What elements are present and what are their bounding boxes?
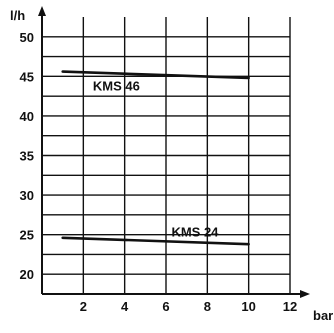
x-tick-label-4: 4 [121, 299, 129, 314]
axes [38, 6, 310, 298]
y-tick-label-45: 45 [20, 69, 34, 84]
y-tick-label-30: 30 [20, 188, 34, 203]
y-tick-label-40: 40 [20, 109, 34, 124]
y-tick-label-35: 35 [20, 149, 34, 164]
x-axis-label: bar [313, 308, 333, 323]
grid [42, 17, 291, 294]
y-tick-label-50: 50 [20, 30, 34, 45]
x-tick-label-8: 8 [204, 299, 211, 314]
series-line-kms-24 [61, 236, 250, 246]
y-axis-label: l/h [10, 8, 25, 23]
x-tick-label-10: 10 [241, 299, 255, 314]
labels-group: 2 4 6 8 10 12 20 25 30 35 40 45 50 l/h bar KMS 46 KMS 24 [10, 8, 333, 323]
y-axis-arrow [38, 6, 46, 16]
y-tick-label-25: 25 [20, 228, 34, 243]
x-tick-label-12: 12 [283, 299, 297, 314]
series-label-kms-46: KMS 46 [93, 78, 140, 93]
x-axis-arrow [300, 290, 310, 298]
series-line-kms-46 [61, 70, 250, 80]
series-group [61, 70, 250, 246]
x-tick-label-6: 6 [162, 299, 169, 314]
y-tick-label-20: 20 [20, 267, 34, 282]
series-label-kms-24: KMS 24 [171, 224, 219, 239]
x-tick-label-2: 2 [80, 299, 87, 314]
